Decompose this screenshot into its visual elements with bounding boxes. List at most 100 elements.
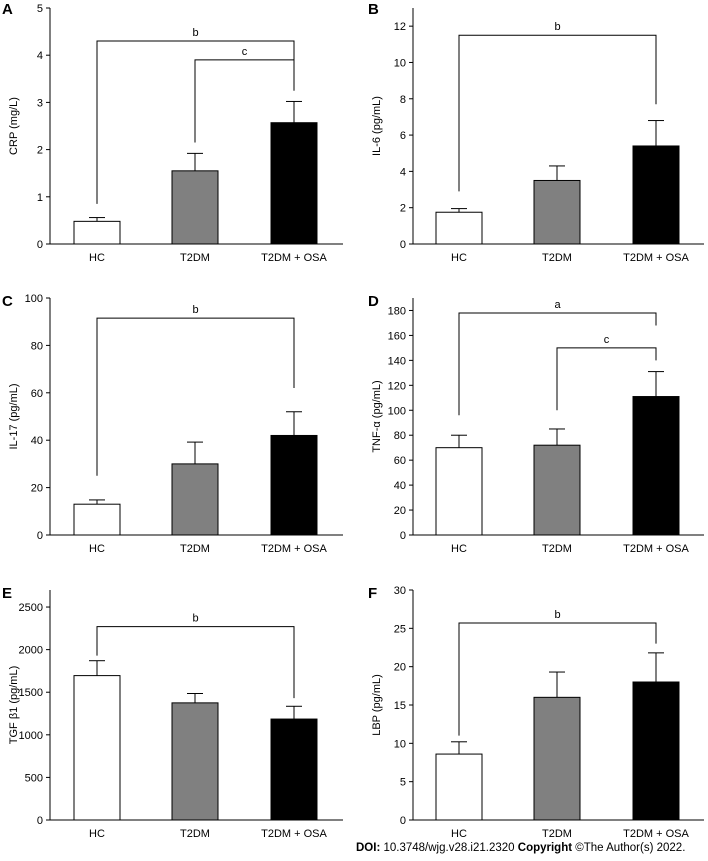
panel-d: D 0 20 40 60 80 100 120 140 160 180 TNF-α (pg/mL) HC… [368, 293, 704, 555]
significance-label: b [554, 21, 560, 33]
y-tick-label: 1 [37, 192, 43, 204]
x-tick-label: T2DM [542, 252, 572, 264]
y-tick-label: 500 [25, 772, 43, 784]
y-tick-label: 40 [31, 435, 43, 447]
y-tick-label: 80 [31, 340, 43, 352]
x-tick-label: T2DM [180, 252, 210, 264]
x-tick-label: T2DM + OSA [261, 252, 327, 264]
y-tick-label: 80 [394, 430, 406, 442]
x-tick-label: HC [89, 252, 105, 264]
panel-e: E 0 500 1000 1500 2000 2500 TGF β1 (pg/mL) HC T2D… [2, 585, 343, 840]
significance-label: b [192, 613, 198, 625]
y-tick-label: 0 [37, 815, 43, 827]
y-axis-label: TNF-α (pg/mL) [371, 380, 383, 452]
copyright-label: Copyright [517, 842, 573, 854]
significance-bracket [458, 312, 657, 416]
y-tick-label: 10 [394, 57, 406, 69]
significance-bracket [194, 59, 295, 143]
y-tick-label: 4 [37, 50, 43, 62]
bar-hc [435, 447, 483, 536]
significance-label: c [604, 334, 610, 346]
x-tick-label: HC [451, 252, 467, 264]
x-tick-label: T2DM + OSA [623, 252, 689, 264]
significance-label: b [192, 304, 198, 316]
y-tick-label: 6 [400, 130, 406, 142]
doi-value: 10.3748/wjg.v28.i21.2320 [383, 842, 515, 854]
bar-t2dm-osa [632, 681, 680, 821]
bar-t2dm-osa [632, 145, 680, 245]
y-tick-label: 8 [400, 94, 406, 106]
x-tick-label: HC [89, 828, 105, 840]
y-tick-label: 2000 [19, 645, 43, 657]
panel-letter: A [2, 1, 13, 18]
x-tick-label: HC [451, 828, 467, 840]
copyright-value: ©The Author(s) 2022. [575, 842, 686, 854]
y-tick-label: 30 [394, 585, 406, 597]
bar-t2dm [171, 702, 219, 821]
y-tick-label: 10 [394, 738, 406, 750]
panel-letter: B [368, 1, 379, 18]
y-tick-label: 3 [37, 97, 43, 109]
bar-hc [435, 211, 483, 245]
bar-t2dm [533, 444, 581, 536]
y-axis-label: IL-6 (pg/mL) [371, 96, 383, 156]
bar-hc [73, 220, 121, 245]
y-tick-label: 100 [388, 405, 406, 417]
y-tick-label: 0 [400, 530, 406, 542]
y-tick-label: 180 [388, 305, 406, 317]
x-tick-label: T2DM [180, 543, 210, 555]
panel-c: C 0 20 40 60 80 100 IL-17 (pg/mL) HC T2DM T2DM + O… [2, 293, 343, 555]
bar-t2dm [171, 463, 219, 536]
significance-bracket [96, 317, 295, 476]
y-tick-label: 12 [394, 21, 406, 33]
significance-label: b [554, 609, 560, 621]
significance-label: c [242, 46, 248, 58]
significance-bracket [458, 34, 657, 192]
y-tick-label: 140 [388, 355, 406, 367]
panel-b: B 0 2 4 6 8 10 12 IL-6 (pg/mL) HC T2DM T2DM + OSA b [368, 1, 704, 264]
y-tick-label: 120 [388, 380, 406, 392]
y-axis-label: LBP (pg/mL) [371, 674, 383, 736]
panel-a: A 0 1 2 3 4 5 CRP (mg/L) HC T2DM T2DM + OSA b c [2, 1, 343, 264]
panel-letter: F [368, 585, 377, 602]
x-tick-label: T2DM + OSA [623, 543, 689, 555]
y-tick-label: 5 [37, 3, 43, 15]
footer-credit: DOI: 10.3748/wjg.v28.i21.2320 Copyright … [356, 842, 685, 854]
x-tick-label: HC [89, 543, 105, 555]
panel-letter: E [2, 585, 12, 602]
y-tick-label: 4 [400, 166, 406, 178]
y-tick-label: 2 [400, 203, 406, 215]
x-tick-label: T2DM [180, 828, 210, 840]
y-tick-label: 1500 [19, 687, 43, 699]
bar-t2dm [171, 170, 219, 245]
y-tick-label: 0 [37, 530, 43, 542]
y-tick-label: 20 [394, 662, 406, 674]
y-axis-label: IL-17 (pg/mL) [8, 383, 20, 449]
x-tick-label: T2DM + OSA [623, 828, 689, 840]
bar-hc [435, 753, 483, 821]
doi-label: DOI: [356, 842, 381, 854]
y-tick-label: 2500 [19, 602, 43, 614]
y-tick-label: 0 [37, 239, 43, 251]
y-tick-label: 40 [394, 480, 406, 492]
y-tick-label: 1000 [19, 730, 43, 742]
panel-letter: D [368, 293, 379, 310]
y-tick-label: 2 [37, 145, 43, 157]
bar-t2dm-osa [270, 718, 318, 821]
bar-t2dm-osa [270, 434, 318, 536]
y-tick-label: 0 [400, 815, 406, 827]
y-tick-label: 15 [394, 700, 406, 712]
y-tick-label: 100 [25, 293, 43, 305]
y-axis-label: CRP (mg/L) [8, 97, 20, 155]
y-tick-label: 25 [394, 623, 406, 635]
x-tick-label: HC [451, 543, 467, 555]
panel-f: F 0 5 10 15 20 25 30 LBP (pg/mL) HC T2DM T2DM + OSA… [368, 585, 704, 840]
y-tick-label: 60 [31, 388, 43, 400]
x-tick-label: T2DM [542, 543, 572, 555]
x-tick-label: T2DM + OSA [261, 828, 327, 840]
x-tick-label: T2DM + OSA [261, 543, 327, 555]
significance-bracket [96, 626, 295, 699]
significance-label: b [192, 27, 198, 39]
bar-hc [73, 503, 121, 536]
